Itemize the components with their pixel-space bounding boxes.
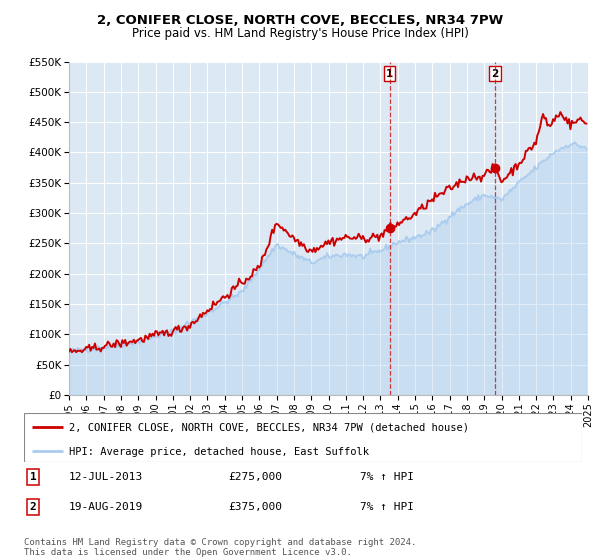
Text: 2: 2	[491, 69, 499, 79]
Text: 19-AUG-2019: 19-AUG-2019	[69, 502, 143, 512]
Text: £375,000: £375,000	[228, 502, 282, 512]
Text: Contains HM Land Registry data © Crown copyright and database right 2024.
This d: Contains HM Land Registry data © Crown c…	[24, 538, 416, 557]
Text: 7% ↑ HPI: 7% ↑ HPI	[360, 502, 414, 512]
Text: 2, CONIFER CLOSE, NORTH COVE, BECCLES, NR34 7PW (detached house): 2, CONIFER CLOSE, NORTH COVE, BECCLES, N…	[68, 423, 469, 433]
Text: Price paid vs. HM Land Registry's House Price Index (HPI): Price paid vs. HM Land Registry's House …	[131, 27, 469, 40]
Text: 1: 1	[29, 472, 37, 482]
Text: 2: 2	[29, 502, 37, 512]
Text: 2, CONIFER CLOSE, NORTH COVE, BECCLES, NR34 7PW: 2, CONIFER CLOSE, NORTH COVE, BECCLES, N…	[97, 14, 503, 27]
Text: 1: 1	[386, 69, 393, 79]
Text: 12-JUL-2013: 12-JUL-2013	[69, 472, 143, 482]
Text: 7% ↑ HPI: 7% ↑ HPI	[360, 472, 414, 482]
Text: HPI: Average price, detached house, East Suffolk: HPI: Average price, detached house, East…	[68, 447, 368, 458]
Text: £275,000: £275,000	[228, 472, 282, 482]
